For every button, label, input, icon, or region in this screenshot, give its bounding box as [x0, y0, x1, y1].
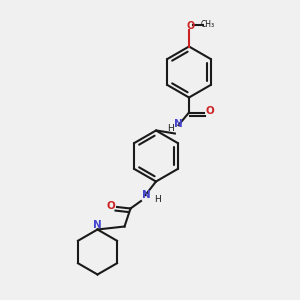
Text: H: H	[154, 195, 161, 204]
Text: O: O	[186, 21, 195, 31]
Text: O: O	[106, 200, 115, 211]
Text: N: N	[142, 190, 151, 200]
Text: CH₃: CH₃	[200, 20, 215, 29]
Text: O: O	[206, 106, 214, 116]
Text: N: N	[93, 220, 102, 230]
Text: N: N	[174, 118, 183, 129]
Text: H: H	[167, 124, 173, 133]
